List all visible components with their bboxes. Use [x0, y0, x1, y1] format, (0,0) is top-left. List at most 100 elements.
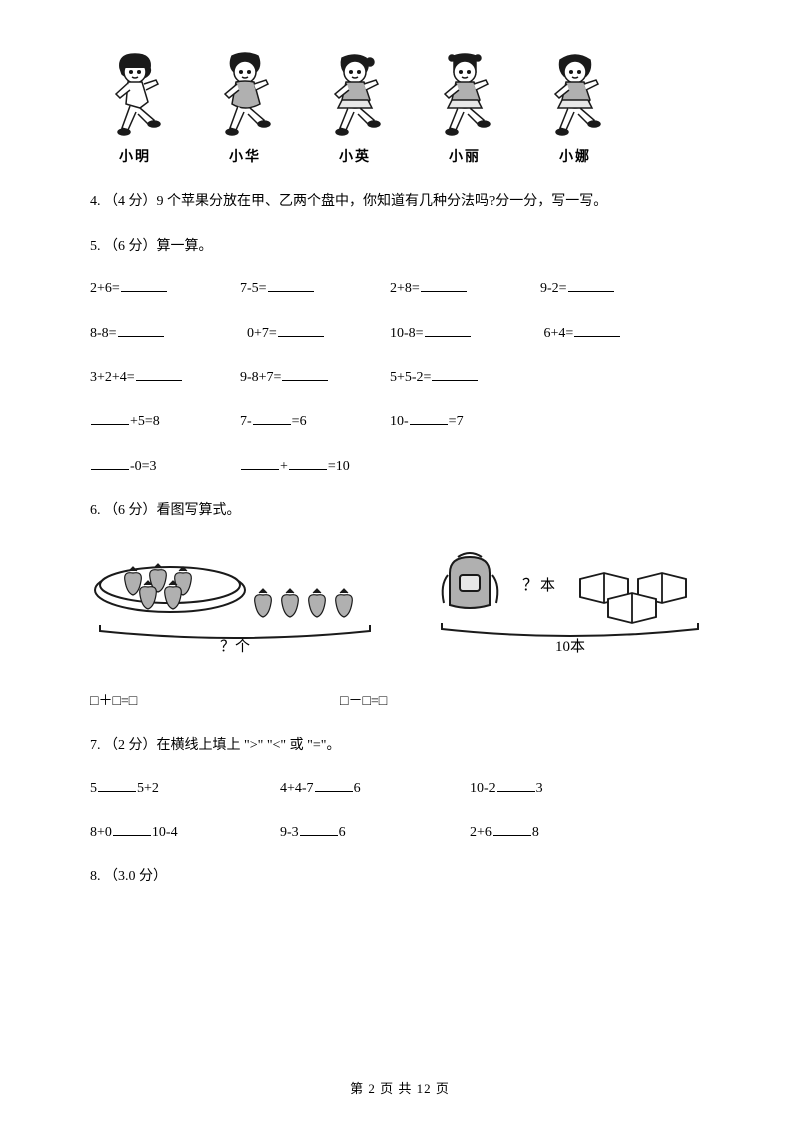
answer-blank[interactable] [493, 822, 531, 836]
eq-cell: 2+8= [390, 278, 540, 300]
answer-blank[interactable] [568, 278, 614, 292]
answer-blank[interactable] [98, 778, 136, 792]
eq-text: 6+4= [544, 326, 574, 341]
strawberries-plate-icon: ？个 [90, 545, 380, 655]
svg-text:？个: ？个 [220, 638, 250, 655]
eq-text: 7-5= [240, 281, 267, 296]
cmp-right: 8 [532, 825, 539, 840]
question-6-title: 6. （6 分）看图写算式。 [90, 500, 710, 522]
q6-equations: □＋□=□ □－□=□ [90, 691, 710, 713]
eq-cell: -0=3 [90, 456, 240, 478]
cmp-cell: 8+0 10-4 [90, 822, 280, 844]
eq-cell: 10-8= [390, 323, 540, 345]
eq-cell: 2+6= [90, 278, 240, 300]
answer-blank[interactable] [289, 456, 327, 470]
cmp-right: 6 [339, 825, 346, 840]
page-footer: 第 2 页 共 12 页 [0, 1079, 800, 1100]
eq-cell: 9-8+7= [240, 367, 390, 389]
eq-box: □－□=□ [340, 691, 590, 713]
answer-blank[interactable] [282, 367, 328, 381]
eq-cell: 10-=7 [390, 411, 540, 433]
answer-blank[interactable] [136, 367, 182, 381]
child-figure: 小英 [310, 50, 400, 169]
cmp-cell: 10-2 3 [470, 778, 660, 800]
cmp-left: 5 [90, 781, 97, 796]
answer-blank[interactable] [421, 278, 467, 292]
eq-cell: 3+2+4= [90, 367, 240, 389]
cmp-cell: 9-3 6 [280, 822, 470, 844]
cmp-right: 6 [354, 781, 361, 796]
cmp-right: 3 [536, 781, 543, 796]
cmp-left: 2+6 [470, 825, 492, 840]
q5-equations: 2+6= 7-5= 2+8= 9-2= 8-8= 0+7= 10-8= 6+4=… [90, 278, 710, 478]
child-name-label: 小明 [119, 147, 151, 169]
answer-blank[interactable] [315, 778, 353, 792]
child-name-label: 小丽 [449, 147, 481, 169]
eq-text: 8-8= [90, 326, 117, 341]
answer-blank[interactable] [253, 411, 291, 425]
answer-blank[interactable] [121, 278, 167, 292]
svg-text:本: 本 [540, 577, 555, 594]
eq-cell: 5+5-2= [390, 367, 540, 389]
answer-blank[interactable] [278, 323, 324, 337]
eq-text: 10-8= [390, 326, 424, 341]
answer-blank[interactable] [574, 323, 620, 337]
answer-blank[interactable] [241, 456, 279, 470]
child-figure: 小明 [90, 50, 180, 169]
q6-left-figure: ？个 [90, 545, 380, 663]
eq-cell: 9-2= [540, 278, 690, 300]
eq-cell: 8-8= [90, 323, 240, 345]
q6-right-figure: ？ 本 10本 [430, 545, 710, 663]
children-row: 小明 小华 [90, 50, 710, 169]
answer-blank[interactable] [113, 822, 151, 836]
eq-text: 9-8+7= [240, 370, 281, 385]
running-child-icon [540, 50, 610, 145]
eq-text: 5+5-2= [390, 370, 431, 385]
child-name-label: 小华 [229, 147, 261, 169]
cmp-left: 4+4-7 [280, 781, 314, 796]
cmp-left: 8+0 [90, 825, 112, 840]
eq-text: 2+8= [390, 281, 420, 296]
question-7-title: 7. （2 分）在横线上填上 ">" "<" 或 "="。 [90, 735, 710, 757]
cmp-left: 9-3 [280, 825, 299, 840]
child-figure: 小娜 [530, 50, 620, 169]
q7-comparisons: 5 5+2 4+4-7 6 10-2 3 8+0 10-4 9-3 6 2+6 8 [90, 778, 710, 845]
answer-blank[interactable] [497, 778, 535, 792]
question-4: 4. （4 分）9 个苹果分放在甲、乙两个盘中，你知道有几种分法吗?分一分，写一… [90, 191, 710, 213]
eq-text: 3+2+4= [90, 370, 135, 385]
child-figure: 小丽 [420, 50, 510, 169]
answer-blank[interactable] [300, 822, 338, 836]
answer-blank[interactable] [118, 323, 164, 337]
eq-box: □＋□=□ [90, 691, 340, 713]
eq-cell: +5=8 [90, 411, 240, 433]
svg-text:10本: 10本 [555, 638, 585, 655]
answer-blank[interactable] [91, 456, 129, 470]
cmp-cell: 2+6 8 [470, 822, 660, 844]
answer-blank[interactable] [432, 367, 478, 381]
answer-blank[interactable] [91, 411, 129, 425]
running-child-icon [320, 50, 390, 145]
eq-text: 2+6= [90, 281, 120, 296]
cmp-right: 5+2 [137, 781, 159, 796]
cmp-cell: 4+4-7 6 [280, 778, 470, 800]
question-8-title: 8. （3.0 分） [90, 866, 710, 888]
question-5-title: 5. （6 分）算一算。 [90, 236, 710, 258]
eq-cell: 7-=6 [240, 411, 390, 433]
answer-blank[interactable] [268, 278, 314, 292]
backpack-books-icon: ？ 本 10本 [430, 545, 710, 655]
eq-cell: 7-5= [240, 278, 390, 300]
eq-cell: +=10 [240, 456, 390, 478]
eq-cell: 0+7= [240, 323, 390, 345]
child-figure: 小华 [200, 50, 290, 169]
cmp-cell: 5 5+2 [90, 778, 280, 800]
svg-text:？: ？ [522, 577, 538, 594]
eq-text: 0+7= [247, 326, 277, 341]
eq-text: 9-2= [540, 281, 567, 296]
answer-blank[interactable] [410, 411, 448, 425]
child-name-label: 小英 [339, 147, 371, 169]
cmp-left: 10-2 [470, 781, 496, 796]
running-child-icon [100, 50, 170, 145]
cmp-right: 10-4 [152, 825, 178, 840]
running-child-icon [430, 50, 500, 145]
answer-blank[interactable] [425, 323, 471, 337]
